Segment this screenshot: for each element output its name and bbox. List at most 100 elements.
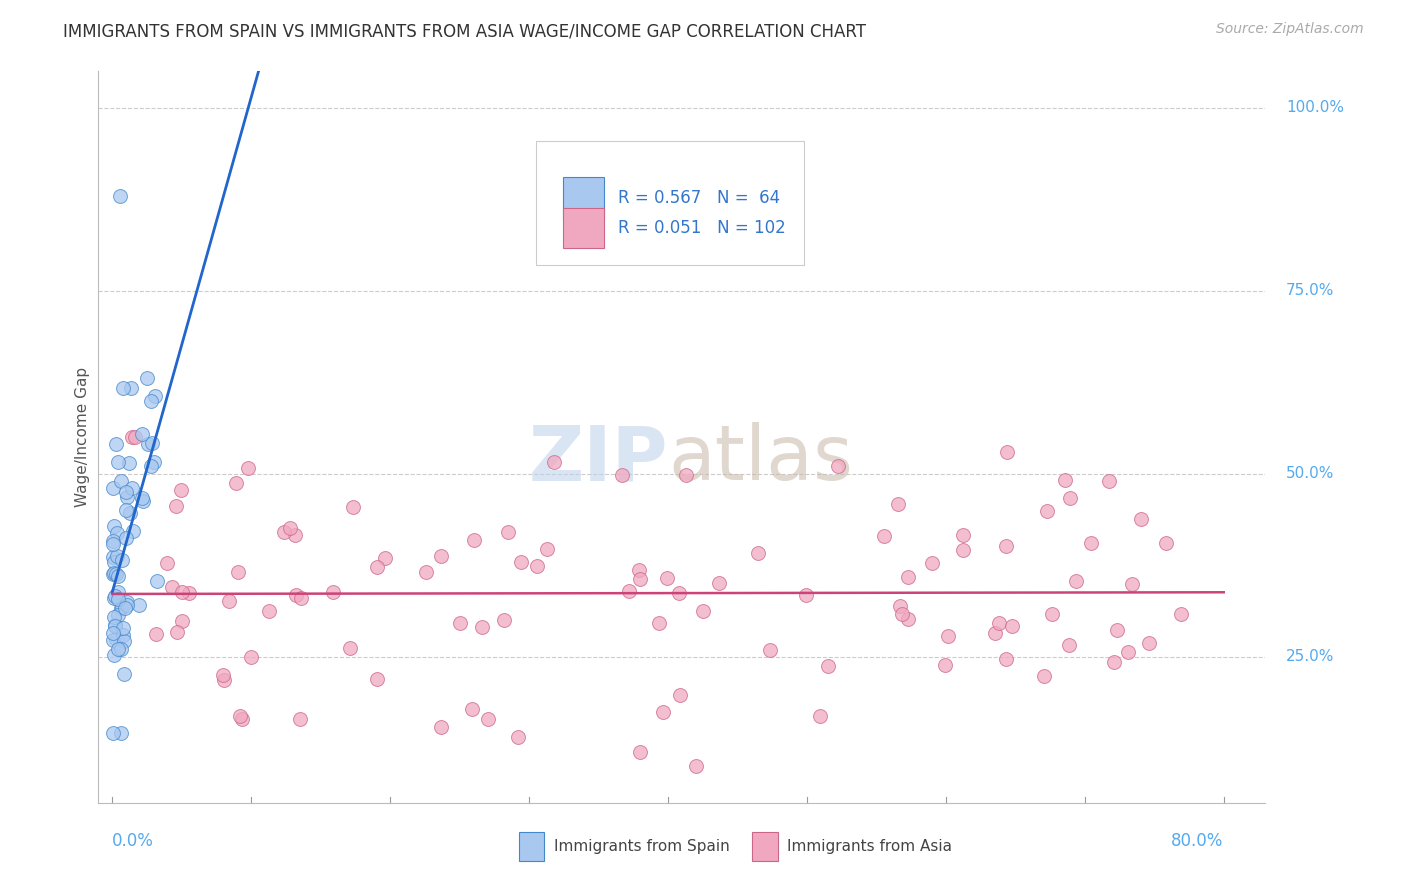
Point xyxy=(112,381,135,395)
Point xyxy=(101,534,124,549)
Point xyxy=(471,620,494,634)
Point xyxy=(889,599,911,613)
Point xyxy=(1098,474,1121,488)
Point xyxy=(1170,607,1192,622)
Point xyxy=(110,601,132,615)
Point xyxy=(827,458,849,473)
Point xyxy=(652,705,675,719)
Point xyxy=(105,632,128,646)
Point xyxy=(112,634,135,648)
Point xyxy=(101,481,124,495)
Point xyxy=(103,555,125,569)
Text: 75.0%: 75.0% xyxy=(1286,284,1334,298)
Point xyxy=(103,648,125,662)
Point xyxy=(212,673,235,687)
Point xyxy=(984,626,1007,640)
Point xyxy=(461,702,484,716)
Point xyxy=(240,649,263,664)
Point xyxy=(415,565,437,579)
Point xyxy=(103,618,125,632)
Point xyxy=(108,188,131,202)
Point xyxy=(1137,636,1160,650)
Point xyxy=(273,524,295,539)
Text: 50.0%: 50.0% xyxy=(1286,467,1334,481)
Point xyxy=(897,569,920,583)
Text: R = 0.051   N = 102: R = 0.051 N = 102 xyxy=(617,219,786,237)
Point xyxy=(808,709,831,723)
Point xyxy=(873,529,896,543)
Point xyxy=(284,527,307,541)
Point xyxy=(115,490,138,504)
Point xyxy=(675,468,697,483)
Point xyxy=(101,633,124,648)
Point xyxy=(1156,536,1178,550)
Point xyxy=(107,592,129,607)
Point xyxy=(526,559,548,574)
Point xyxy=(758,643,780,657)
Point xyxy=(170,483,193,498)
Text: Immigrants from Asia: Immigrants from Asia xyxy=(787,839,952,855)
Point xyxy=(934,657,956,672)
Point xyxy=(496,524,519,539)
FancyBboxPatch shape xyxy=(562,178,603,218)
Point xyxy=(278,521,301,535)
Point xyxy=(105,526,128,541)
Point xyxy=(103,590,125,604)
Point xyxy=(994,652,1017,666)
FancyBboxPatch shape xyxy=(752,832,778,862)
Point xyxy=(107,608,129,623)
Point xyxy=(110,725,132,739)
Point xyxy=(988,616,1011,631)
Point xyxy=(709,576,731,591)
Point xyxy=(103,591,125,605)
Point xyxy=(1057,638,1080,652)
Point xyxy=(118,507,141,521)
Point xyxy=(891,607,914,621)
FancyBboxPatch shape xyxy=(536,141,804,265)
Point xyxy=(135,371,157,385)
Point xyxy=(139,393,162,408)
Point xyxy=(290,712,312,726)
Point xyxy=(543,455,565,469)
Point xyxy=(114,531,136,545)
Point xyxy=(112,621,135,635)
Point xyxy=(668,586,690,600)
Point xyxy=(794,588,817,602)
Point xyxy=(1064,574,1087,589)
Point xyxy=(1080,535,1102,549)
Point xyxy=(610,467,633,482)
Point xyxy=(112,666,135,681)
Point xyxy=(657,571,679,585)
Point xyxy=(648,616,671,631)
Text: 0.0%: 0.0% xyxy=(112,832,155,850)
Text: Source: ZipAtlas.com: Source: ZipAtlas.com xyxy=(1216,22,1364,37)
Point xyxy=(112,628,135,642)
Point xyxy=(145,626,167,640)
Point xyxy=(131,491,153,506)
Point xyxy=(1105,623,1128,637)
Point xyxy=(1036,504,1059,518)
Point xyxy=(229,709,252,723)
Point xyxy=(322,585,344,599)
Point xyxy=(103,566,125,580)
Point xyxy=(103,519,125,533)
Point xyxy=(494,613,516,627)
Point xyxy=(103,610,125,624)
Point xyxy=(136,437,159,451)
Point xyxy=(111,553,134,567)
Point xyxy=(285,588,308,602)
Point xyxy=(463,533,485,548)
Point xyxy=(117,598,139,612)
Point xyxy=(952,542,974,557)
Point xyxy=(115,502,138,516)
Point xyxy=(225,475,247,490)
Point xyxy=(117,595,139,609)
Point xyxy=(121,430,143,444)
Point xyxy=(374,551,396,566)
Point xyxy=(101,726,124,740)
Point xyxy=(156,556,179,570)
Point xyxy=(101,550,124,565)
Point xyxy=(105,549,128,564)
Text: atlas: atlas xyxy=(668,422,853,496)
FancyBboxPatch shape xyxy=(519,832,544,862)
